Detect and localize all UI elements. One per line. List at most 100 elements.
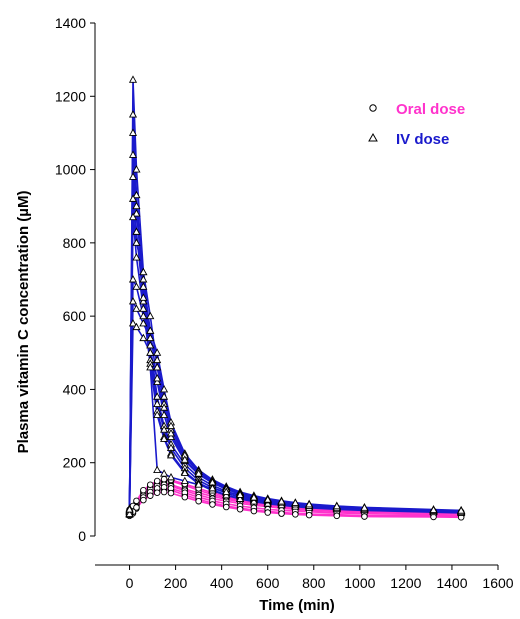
iv-data-point [153, 374, 162, 382]
oral-data-point [160, 488, 168, 496]
oral-data-point [140, 496, 147, 504]
iv-data-point [128, 75, 138, 83]
iv-data-point [139, 275, 148, 283]
iv-data-point [208, 483, 217, 492]
iv-data-point [146, 348, 155, 356]
x-tick-label: 1600 [482, 575, 513, 591]
y-tick-label: 600 [63, 308, 87, 324]
oral-data-point [209, 501, 216, 508]
iv-data-point [160, 384, 169, 393]
iv-data-point [236, 490, 245, 498]
y-tick-label: 400 [63, 381, 87, 397]
iv-data-point [160, 403, 169, 411]
x-tick-label: 0 [126, 575, 134, 591]
iv-data-point [128, 212, 138, 221]
iv-data-point [139, 333, 148, 342]
y-tick-label: 1400 [55, 15, 86, 31]
oral-subject-line [128, 482, 462, 514]
iv-subject-line [128, 321, 462, 515]
iv-data-point [139, 282, 148, 290]
iv-data-point [457, 506, 466, 514]
oral-data-point [333, 512, 341, 520]
x-axis-title: Time (min) [259, 597, 335, 614]
x-tick-label: 200 [164, 575, 188, 591]
oral-data-point [133, 497, 140, 505]
iv-data-point [305, 500, 314, 508]
iv-data-point [125, 509, 134, 517]
iv-data-point [128, 172, 138, 180]
legend-oral-label: Oral dose [396, 101, 465, 118]
iv-data-point [194, 480, 203, 488]
iv-data-point [180, 455, 189, 463]
iv-data-point [263, 495, 272, 503]
iv-data-point [125, 505, 134, 513]
iv-subject-line [128, 176, 462, 514]
iv-data-point [128, 297, 138, 305]
axes: 0 200 400 600 800 1000 1200 1400 0 200 400 600 800 1… [55, 15, 514, 591]
legend-iv-marker-icon [368, 132, 378, 142]
iv-data-point [166, 472, 176, 481]
oral-data-point [292, 511, 299, 518]
oral-data-point [361, 513, 368, 520]
oral-data-point [278, 510, 285, 517]
iv-data-point [128, 110, 138, 118]
y-tick-label: 1200 [55, 88, 86, 104]
iv-data-point [132, 165, 141, 173]
oral-data-point [264, 509, 271, 516]
iv-data-point [132, 282, 141, 290]
iv-data-point [128, 194, 138, 202]
iv-data-point [332, 501, 341, 510]
y-tick-label: 0 [78, 528, 86, 544]
oral-data-point [181, 493, 189, 501]
iv-data-point [160, 425, 169, 433]
iv-data-point [146, 326, 155, 334]
iv-data-point [291, 498, 300, 506]
iv-data-point [132, 238, 141, 246]
iv-data-point [153, 392, 162, 400]
legend: Oral dose IV dose [368, 101, 465, 148]
iv-data-point [166, 432, 176, 441]
legend-oral-marker-icon [369, 104, 377, 112]
iv-data-point [132, 253, 141, 261]
oral-subject-line [128, 491, 462, 519]
legend-item-oral: Oral dose [369, 101, 465, 118]
iv-data-point [236, 494, 245, 502]
iv-data-point [146, 363, 155, 371]
iv-data-point [128, 319, 138, 327]
oral-data-point [305, 511, 313, 519]
series-markers [125, 75, 466, 521]
iv-data-point [160, 392, 169, 400]
iv-data-point [132, 201, 141, 210]
iv-data-point [146, 341, 155, 349]
oral-data-point [133, 504, 140, 511]
legend-item-iv: IV dose [368, 131, 449, 148]
iv-data-point [153, 355, 162, 364]
iv-data-point [146, 333, 155, 342]
y-ticks: 0 200 400 600 800 1000 1200 1400 [55, 15, 95, 544]
iv-data-point [139, 304, 148, 312]
iv-data-point [249, 497, 258, 505]
oral-data-point [223, 503, 230, 511]
iv-data-point [160, 410, 169, 419]
y-tick-label: 800 [63, 235, 87, 251]
iv-data-point [180, 476, 189, 484]
iv-data-point [180, 468, 189, 476]
plot-area [125, 75, 466, 521]
x-tick-label: 600 [256, 575, 280, 591]
oral-data-point [147, 481, 154, 488]
oral-data-point [140, 486, 147, 494]
iv-data-point [166, 428, 176, 437]
y-tick-label: 200 [63, 455, 87, 471]
iv-data-point [139, 311, 148, 320]
x-ticks: 0 200 400 600 800 1000 1200 1400 1600 [126, 565, 514, 591]
oral-data-point [153, 477, 161, 485]
iv-data-point [166, 421, 176, 430]
iv-data-point [194, 469, 203, 477]
iv-data-point [249, 493, 258, 501]
oral-data-point [167, 489, 175, 497]
series-lines [128, 79, 462, 519]
iv-data-point [132, 209, 141, 217]
iv-data-point [132, 322, 141, 331]
oral-subject-line [129, 488, 462, 517]
iv-data-point [139, 267, 148, 276]
